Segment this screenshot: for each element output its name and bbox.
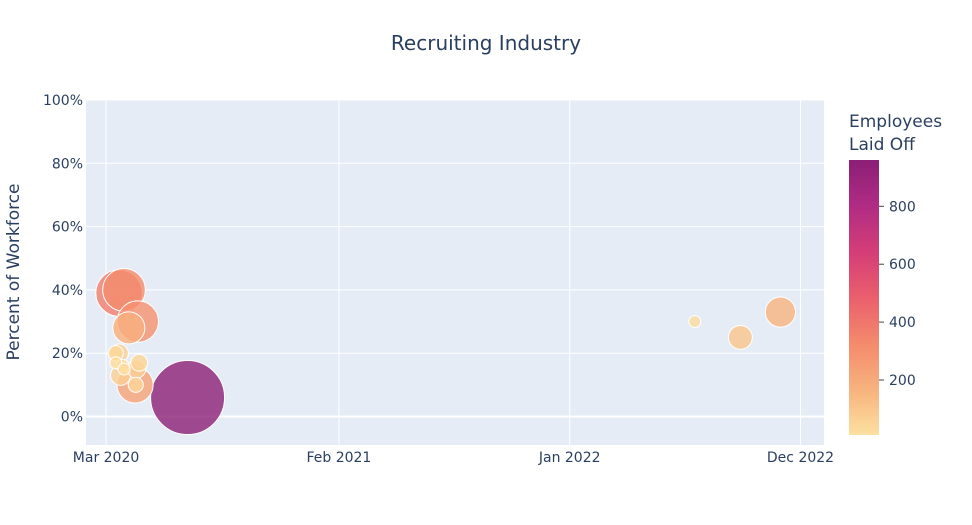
scatter-point[interactable] [688,315,702,329]
colorbar: Employees Laid Off 200 400 600 800 [849,112,942,435]
colorbar-tick-label: 600 [889,257,916,273]
y-tick-label: 60% [52,220,83,236]
scatter-point[interactable] [764,296,797,328]
x-tick-label: Jan 2022 [538,450,601,466]
y-axis-ticks: 0% 20% 40% 60% 80% 100% [43,93,83,426]
colorbar-tick-label: 200 [889,373,916,389]
x-axis-ticks: Mar 2020 Feb 2021 Jan 2022 Dec 2022 [73,450,834,466]
colorbar-ticks: 200 400 600 800 [879,199,916,389]
scatter-point[interactable] [130,353,149,372]
scatter-point[interactable] [112,311,146,345]
x-tick-label: Dec 2022 [767,450,834,466]
colorbar-tick-label: 800 [889,199,916,215]
scatter-point[interactable] [150,360,226,436]
colorbar-title-line-2: Laid Off [849,135,916,155]
y-tick-label: 0% [61,410,83,426]
x-tick-label: Mar 2020 [73,450,140,466]
y-tick-label: 100% [43,93,83,109]
y-axis-title: Percent of Workforce [4,183,24,360]
y-tick-label: 80% [52,156,83,172]
colorbar-title-line-1: Employees [849,112,942,132]
y-tick-label: 40% [52,283,83,299]
points [95,268,797,436]
scatter-point[interactable] [727,324,753,350]
scatter-point[interactable] [127,376,144,393]
scatter-point[interactable] [117,362,131,376]
y-tick-label: 20% [52,346,83,362]
chart-title: Recruiting Industry [391,31,581,55]
colorbar-gradient [849,160,879,435]
x-tick-label: Feb 2021 [306,450,371,466]
colorbar-tick-label: 400 [889,315,916,331]
